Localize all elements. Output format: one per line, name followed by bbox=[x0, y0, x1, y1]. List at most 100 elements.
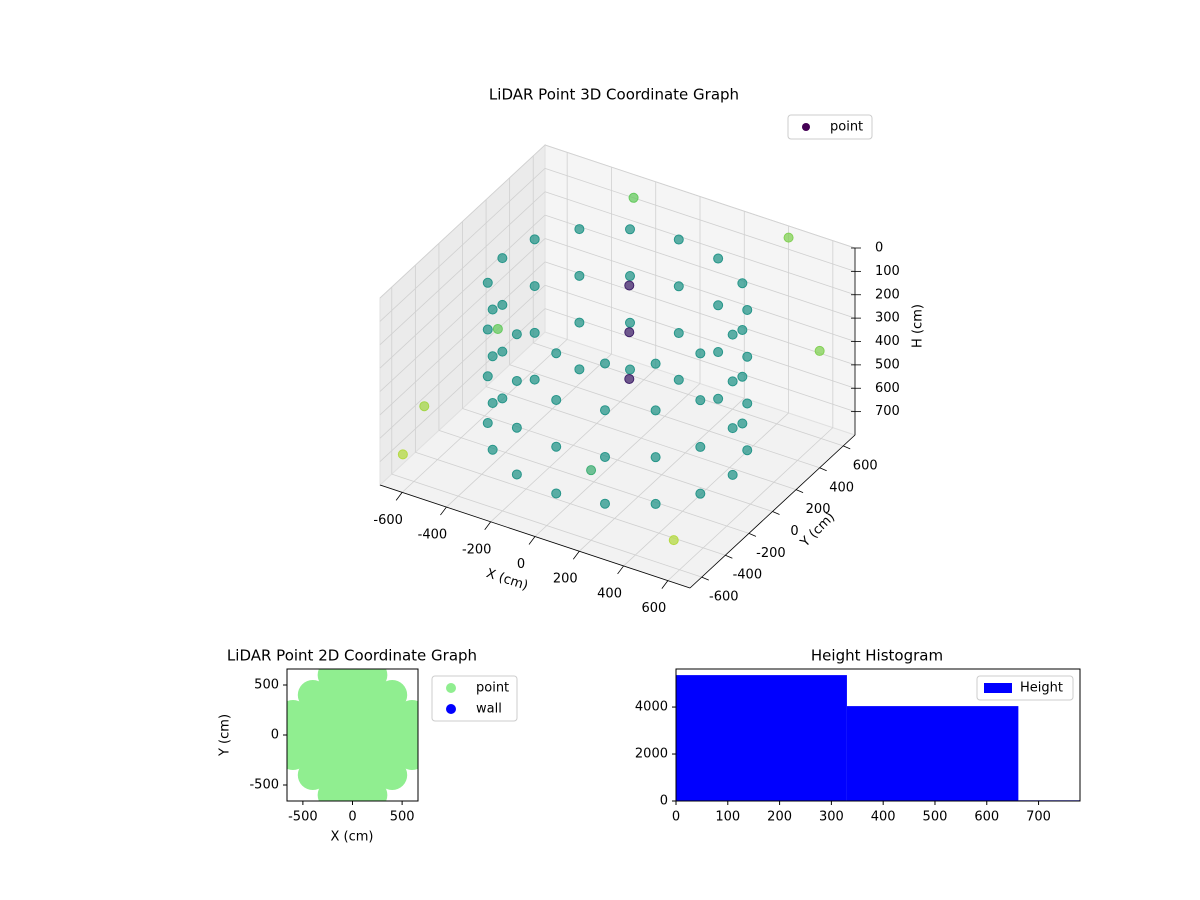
point bbox=[599, 451, 610, 462]
point bbox=[727, 469, 738, 480]
x-tick-label: 400 bbox=[871, 810, 896, 825]
point bbox=[586, 465, 597, 476]
grid-line bbox=[509, 364, 820, 469]
legend-marker bbox=[984, 683, 1012, 693]
point bbox=[487, 398, 498, 409]
point bbox=[357, 669, 388, 690]
point bbox=[551, 441, 562, 452]
point bbox=[419, 401, 430, 412]
h-tick-label: 100 bbox=[875, 264, 900, 279]
tick-mark bbox=[617, 565, 624, 575]
tick-mark bbox=[701, 576, 709, 581]
y-tick-label: 0 bbox=[790, 524, 798, 539]
point bbox=[625, 271, 636, 282]
point bbox=[628, 192, 639, 203]
bar bbox=[846, 706, 1019, 801]
x-tick-label: -500 bbox=[288, 810, 318, 825]
x-tick-label: 200 bbox=[767, 810, 792, 825]
tick-mark bbox=[795, 489, 804, 494]
point bbox=[650, 498, 661, 509]
x-tick-label: 0 bbox=[517, 557, 525, 572]
chart-title: LiDAR Point 3D Coordinate Graph bbox=[489, 86, 739, 104]
x-tick-label: 400 bbox=[597, 586, 622, 601]
grid-line bbox=[544, 167, 856, 272]
grid-line bbox=[544, 284, 856, 389]
point bbox=[742, 398, 753, 409]
y-axis-label: Y (cm) bbox=[218, 714, 233, 757]
x-tick-label: -200 bbox=[462, 542, 492, 557]
tick-mark bbox=[528, 536, 536, 545]
point bbox=[497, 393, 508, 404]
point bbox=[529, 234, 540, 245]
point bbox=[695, 348, 706, 359]
h-tick-label: 0 bbox=[875, 241, 883, 256]
chart-title: LiDAR Point 2D Coordinate Graph bbox=[227, 647, 477, 665]
x-tick-label: 0 bbox=[348, 810, 356, 825]
y-tick-label: 2000 bbox=[635, 747, 668, 762]
grid-line bbox=[533, 342, 844, 447]
point bbox=[668, 535, 679, 546]
point bbox=[551, 348, 562, 359]
legend-box bbox=[787, 114, 873, 140]
point bbox=[814, 345, 825, 356]
point bbox=[492, 323, 503, 334]
legend-label: point bbox=[830, 120, 863, 135]
point bbox=[529, 374, 540, 385]
legend-marker bbox=[802, 123, 810, 131]
point bbox=[727, 329, 738, 340]
point bbox=[377, 680, 408, 710]
tick-mark bbox=[661, 580, 669, 589]
point bbox=[625, 224, 636, 235]
point bbox=[574, 224, 585, 235]
point bbox=[497, 253, 508, 264]
grid-line bbox=[544, 144, 856, 249]
y-tick-label: -500 bbox=[249, 778, 279, 793]
point bbox=[551, 488, 562, 499]
point bbox=[727, 423, 738, 434]
grid-line bbox=[485, 386, 797, 491]
point bbox=[574, 270, 585, 281]
point bbox=[673, 281, 684, 292]
tick-mark bbox=[484, 521, 492, 531]
point bbox=[713, 393, 724, 404]
point bbox=[482, 324, 493, 335]
h-tick-label: 200 bbox=[875, 287, 900, 302]
tick-mark bbox=[395, 492, 403, 501]
point bbox=[737, 418, 748, 429]
h-tick-label: 700 bbox=[875, 404, 900, 419]
plot-group bbox=[287, 669, 418, 801]
x-tick-label: 100 bbox=[715, 810, 740, 825]
grid-line bbox=[544, 238, 856, 342]
point bbox=[599, 405, 610, 416]
y-tick-label: 200 bbox=[806, 502, 831, 517]
point bbox=[742, 445, 753, 456]
point bbox=[727, 376, 738, 387]
h-tick-label: 600 bbox=[875, 381, 900, 396]
point bbox=[737, 324, 748, 335]
point bbox=[397, 449, 408, 460]
point bbox=[624, 327, 635, 338]
grid-line bbox=[379, 144, 546, 299]
tick-mark bbox=[572, 550, 580, 560]
point bbox=[713, 253, 724, 264]
x-tick-label: 600 bbox=[974, 810, 999, 825]
legend-label: wall bbox=[476, 702, 502, 717]
x-axis-line bbox=[379, 484, 691, 589]
x-tick-label: 0 bbox=[672, 810, 680, 825]
point bbox=[529, 281, 540, 292]
point bbox=[487, 444, 498, 455]
h-axis-label: H (cm) bbox=[911, 304, 926, 348]
point bbox=[742, 351, 753, 362]
grid-line bbox=[379, 261, 546, 416]
point bbox=[574, 364, 585, 375]
grid-line bbox=[544, 308, 856, 413]
point bbox=[625, 317, 636, 328]
point bbox=[482, 418, 493, 429]
tick-mark bbox=[772, 511, 780, 515]
x-tick-label: 300 bbox=[819, 810, 844, 825]
x-tick-label: 500 bbox=[390, 810, 415, 825]
point bbox=[650, 405, 661, 416]
y-tick-label: -200 bbox=[756, 546, 786, 561]
point bbox=[650, 358, 661, 369]
